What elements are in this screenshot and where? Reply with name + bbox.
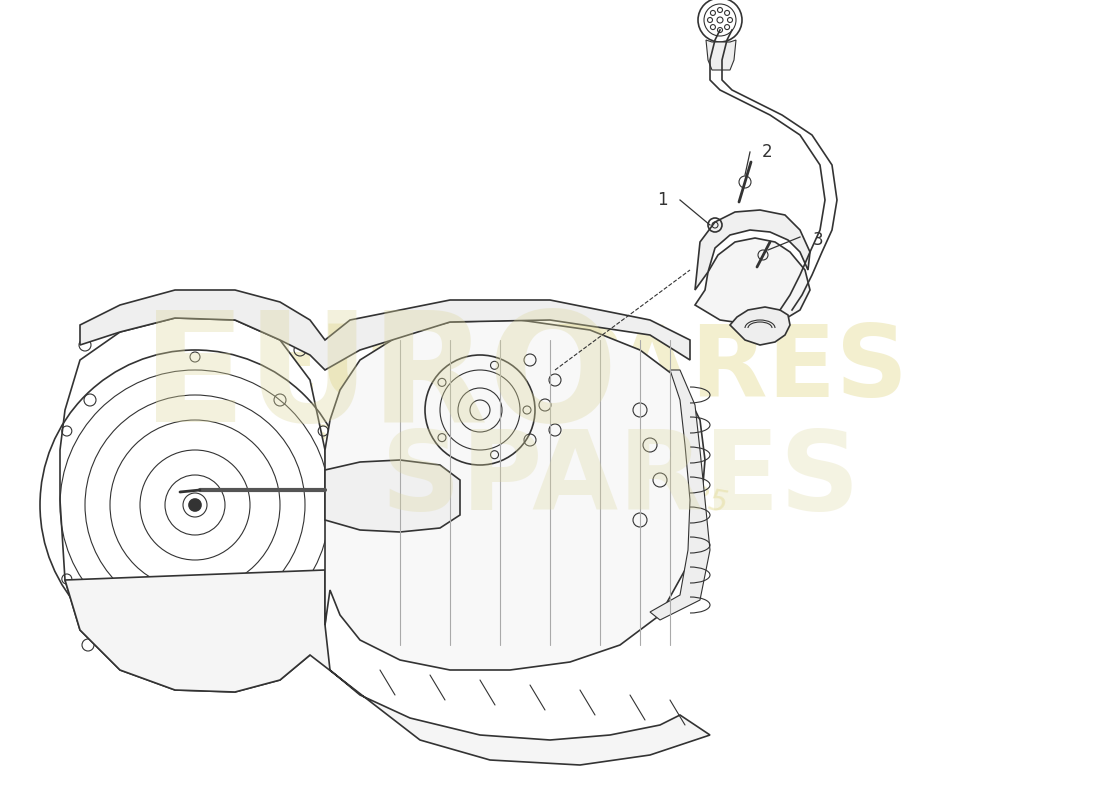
- Polygon shape: [80, 290, 690, 370]
- Text: SPARES: SPARES: [381, 426, 859, 534]
- Polygon shape: [695, 238, 810, 325]
- Text: 2: 2: [762, 143, 772, 161]
- Text: a passion for porsche since 1985: a passion for porsche since 1985: [230, 402, 730, 518]
- Polygon shape: [730, 307, 790, 345]
- Circle shape: [189, 499, 201, 511]
- Polygon shape: [706, 40, 736, 70]
- Polygon shape: [324, 460, 460, 532]
- Polygon shape: [60, 318, 330, 692]
- Text: 3: 3: [813, 231, 824, 249]
- Text: 1: 1: [658, 191, 668, 209]
- Polygon shape: [324, 320, 705, 670]
- Text: EURO: EURO: [142, 306, 618, 454]
- Polygon shape: [650, 370, 710, 620]
- Polygon shape: [65, 570, 710, 765]
- Polygon shape: [695, 210, 810, 290]
- Text: EURSPARES: EURSPARES: [252, 322, 909, 418]
